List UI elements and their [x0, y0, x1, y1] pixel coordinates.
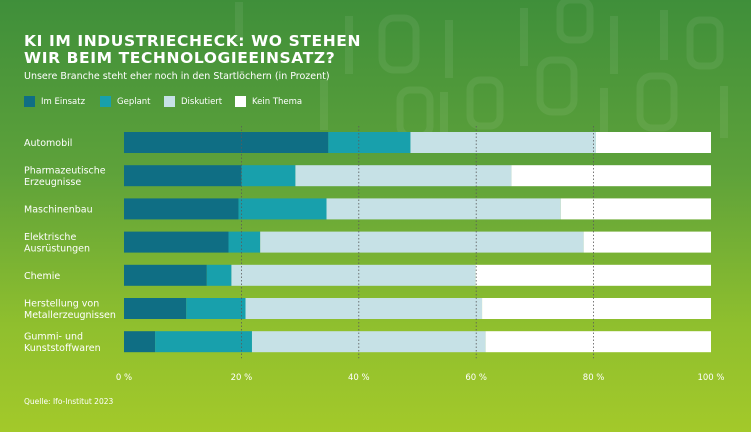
legend-label-geplant: Geplant — [117, 97, 151, 107]
x-tick-label-60: 60 % — [465, 373, 487, 383]
legend-swatch-kein-thema — [235, 96, 246, 107]
bar-kein-thema-chemie — [475, 264, 711, 286]
category-label-line: Pharmazeutische — [24, 165, 106, 176]
bar-kein-thema-pharmazeutische-erzeugnisse — [511, 165, 711, 187]
bar-kein-thema-maschinenbau — [560, 198, 711, 220]
category-label-gummi-und-kunststoffwaren: Gummi- und Kunststoffwaren — [24, 331, 101, 354]
category-label-maschinenbau: Maschinenbau — [24, 204, 93, 215]
chart-title: KI IM INDUSTRIECHECK: WO STEHEN WIR BEIM… — [24, 32, 362, 67]
category-label-line: Elektrische — [24, 232, 76, 243]
bar-diskutiert-maschinenbau — [326, 198, 561, 220]
x-tick-label-80: 80 % — [583, 373, 605, 383]
bar-geplant-elektrische-ausrüstungen — [228, 231, 261, 253]
category-label-line: Chemie — [24, 271, 60, 282]
bar-im-einsatz-elektrische-ausrüstungen — [124, 231, 229, 253]
legend-label-im-einsatz: Im Einsatz — [41, 97, 86, 107]
source-note: Quelle: Ifo-Institut 2023 — [24, 397, 114, 406]
bar-diskutiert-gummi-und-kunststoffwaren — [251, 331, 486, 353]
x-tick-label-20: 20 % — [231, 373, 253, 383]
category-label-line: Herstellung von — [24, 298, 99, 309]
bar-geplant-herstellung-von-metallerzeugnissen — [186, 298, 246, 319]
x-tick-label-100: 100 % — [697, 373, 724, 383]
legend-label-diskutiert: Diskutiert — [181, 97, 223, 107]
bar-im-einsatz-automobil — [124, 132, 329, 153]
x-tick-label-0: 0 % — [116, 373, 132, 383]
x-axis-ticks-layer: 0 % 20 % 40 % 60 % 80 % 100 % — [116, 373, 725, 383]
bar-kein-thema-elektrische-ausrüstungen — [583, 231, 711, 253]
category-label-line: Ausrüstungen — [24, 243, 90, 254]
bar-im-einsatz-gummi-und-kunststoffwaren — [124, 331, 156, 353]
bar-geplant-maschinenbau — [238, 198, 327, 220]
category-label-elektrische-ausrüstungen: Elektrische Ausrüstungen — [24, 232, 90, 255]
bar-im-einsatz-chemie — [124, 264, 207, 286]
bar-geplant-gummi-und-kunststoffwaren — [155, 331, 252, 353]
category-label-chemie: Chemie — [24, 271, 60, 282]
category-label-line: Maschinenbau — [24, 204, 93, 215]
bar-diskutiert-chemie — [231, 264, 476, 286]
legend-swatch-im-einsatz — [24, 96, 35, 107]
category-label-pharmazeutische-erzeugnisse: Pharmazeutische Erzeugnisse — [24, 165, 106, 188]
category-label-line: Kunststoffwaren — [24, 343, 101, 354]
bar-geplant-automobil — [328, 132, 411, 153]
category-labels-layer: Automobil Pharmazeutische Erzeugnisse Masch… — [24, 138, 116, 354]
bar-geplant-pharmazeutische-erzeugnisse — [241, 165, 296, 187]
bar-kein-thema-gummi-und-kunststoffwaren — [485, 331, 711, 353]
category-label-line: Gummi- und — [24, 331, 83, 342]
legend-swatch-geplant — [100, 96, 111, 107]
bar-diskutiert-automobil — [410, 132, 596, 153]
bar-im-einsatz-pharmazeutische-erzeugnisse — [124, 165, 242, 187]
bar-kein-thema-herstellung-von-metallerzeugnissen — [482, 298, 711, 319]
category-label-line: Metallerzeugnissen — [24, 310, 116, 321]
bars-layer — [124, 132, 711, 353]
bar-diskutiert-pharmazeutische-erzeugnisse — [295, 165, 512, 187]
bar-im-einsatz-maschinenbau — [124, 198, 239, 220]
category-label-line: Automobil — [24, 138, 72, 149]
category-label-line: Erzeugnisse — [24, 177, 81, 188]
gridlines-layer — [240, 126, 594, 359]
legend-swatch-diskutiert — [164, 96, 175, 107]
x-tick-label-40: 40 % — [348, 373, 370, 383]
legend-label-kein-thema: Kein Thema — [252, 97, 303, 107]
bar-diskutiert-herstellung-von-metallerzeugnissen — [245, 298, 483, 319]
category-label-automobil: Automobil — [24, 138, 72, 149]
bar-diskutiert-elektrische-ausrüstungen — [260, 231, 584, 253]
bar-geplant-chemie — [206, 264, 232, 286]
bar-kein-thema-automobil — [595, 132, 711, 153]
bar-im-einsatz-herstellung-von-metallerzeugnissen — [124, 298, 187, 319]
category-label-herstellung-von-metallerzeugnissen: Herstellung von Metallerzeugnissen — [24, 298, 116, 321]
chart-subtitle: Unsere Branche steht eher noch in den St… — [24, 71, 330, 82]
